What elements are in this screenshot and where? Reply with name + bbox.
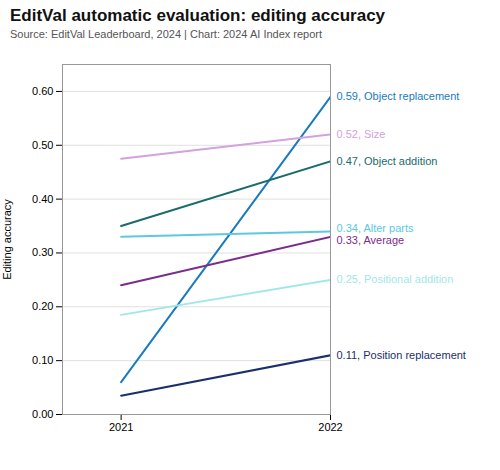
html-text:EditVal automatic evaluation:: EditVal automatic evaluation: editing ac… xyxy=(10,6,386,25)
svg-text:0.00: 0.00 xyxy=(32,408,53,420)
svg-text:2022: 2022 xyxy=(318,421,342,433)
svg-text:0.11, Position replacement: 0.11, Position replacement xyxy=(337,349,466,361)
svg-text:2021: 2021 xyxy=(109,421,133,433)
svg-text:0.25, Positional addition: 0.25, Positional addition xyxy=(337,273,454,285)
svg-text:0.33, Average: 0.33, Average xyxy=(337,234,405,246)
svg-text:0.60: 0.60 xyxy=(32,85,53,97)
svg-text:Editing accuracy: Editing accuracy xyxy=(1,199,13,280)
svg-text:0.20: 0.20 xyxy=(32,300,53,312)
svg-text:0.50: 0.50 xyxy=(32,139,53,151)
svg-text:0.40: 0.40 xyxy=(32,193,53,205)
svg-text:0.34, Alter parts: 0.34, Alter parts xyxy=(337,222,415,234)
svg-text:0.59, Object replacement: 0.59, Object replacement xyxy=(337,90,460,102)
svg-text:0.52, Size: 0.52, Size xyxy=(337,128,386,140)
svg-text:0.10: 0.10 xyxy=(32,354,53,366)
svg-text:0.30: 0.30 xyxy=(32,246,53,258)
html-text:Source: EditVal Leaderboard, 2: Source: EditVal Leaderboard, 2024 | Char… xyxy=(10,28,323,40)
svg-text:0.47, Object addition: 0.47, Object addition xyxy=(337,155,438,167)
